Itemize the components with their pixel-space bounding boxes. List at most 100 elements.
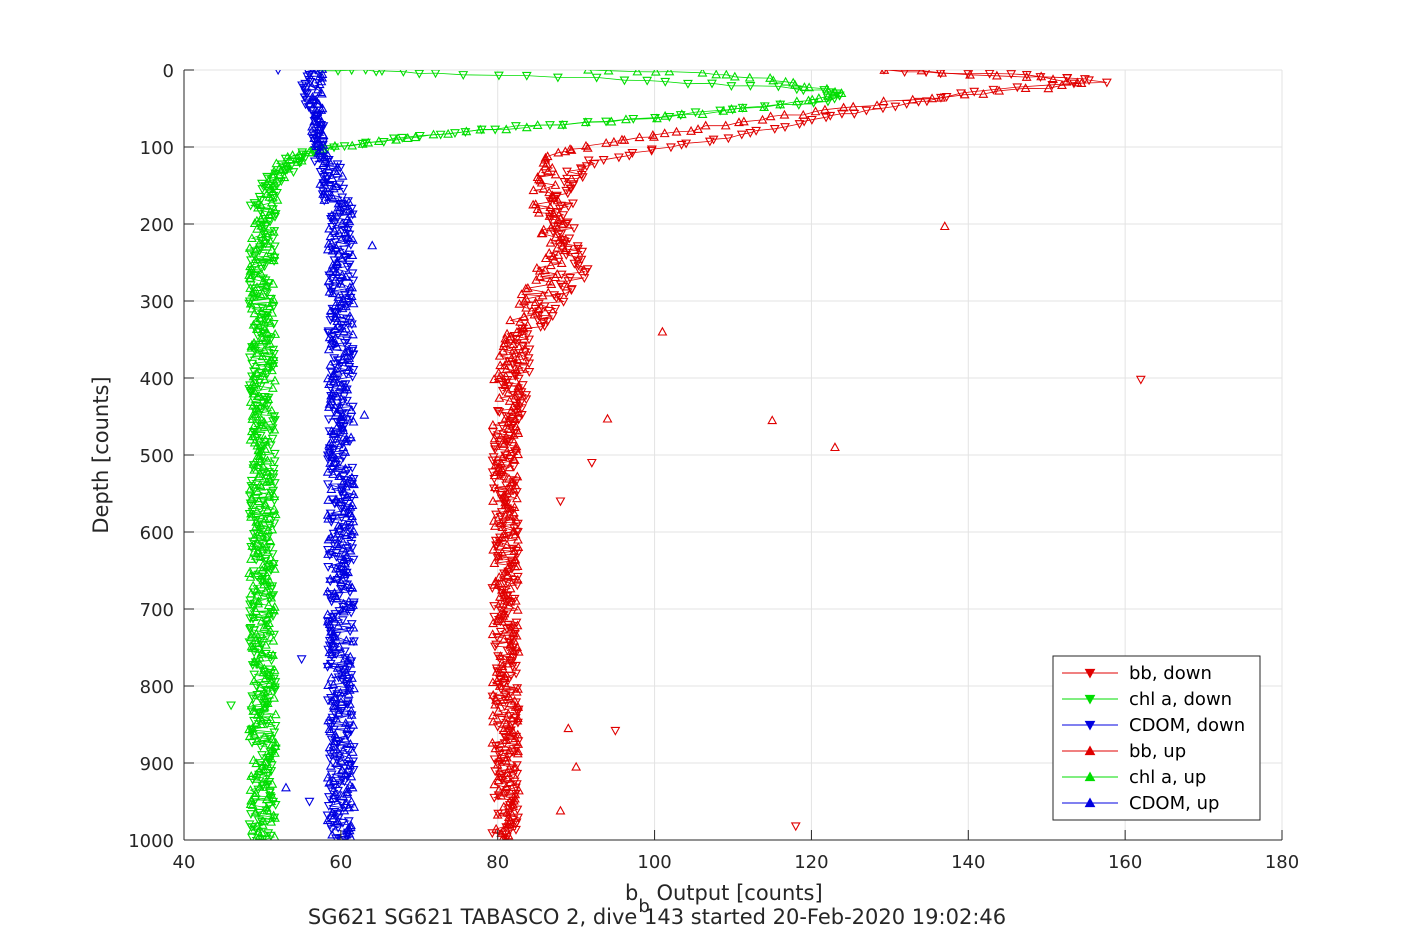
data-point	[254, 390, 264, 400]
data-point	[346, 796, 357, 806]
data-point	[333, 248, 344, 258]
data-point	[345, 240, 356, 250]
data-point	[621, 114, 631, 124]
data-point	[247, 507, 258, 517]
data-point	[268, 649, 278, 659]
data-point	[244, 731, 255, 741]
data-point	[489, 442, 500, 452]
data-point	[505, 653, 516, 663]
data-point	[348, 350, 359, 360]
data-point	[258, 329, 269, 339]
x-axis-label-rest: Output [counts]	[650, 881, 823, 905]
data-point	[488, 544, 499, 554]
data-point	[263, 394, 274, 403]
data-point	[335, 380, 346, 390]
data-point	[247, 413, 258, 423]
data-point	[878, 96, 889, 106]
data-point	[693, 124, 703, 134]
data-point	[555, 280, 566, 290]
data-point	[520, 283, 531, 293]
data-point	[329, 140, 340, 150]
data-point	[603, 70, 614, 75]
data-point	[347, 250, 358, 260]
data-point	[266, 197, 277, 207]
data-point	[256, 264, 267, 274]
data-point	[825, 111, 836, 121]
data-point	[323, 164, 334, 174]
data-point	[266, 816, 277, 826]
outlier-point	[555, 805, 566, 815]
data-point	[745, 82, 756, 91]
data-point	[339, 569, 350, 579]
data-point	[261, 289, 272, 299]
data-point	[819, 86, 830, 96]
data-point	[340, 519, 351, 529]
data-point	[613, 153, 624, 163]
data-point	[324, 223, 335, 233]
data-point	[248, 705, 259, 715]
data-point	[255, 196, 266, 205]
data-point	[266, 671, 277, 680]
data-point	[248, 694, 259, 704]
data-point	[329, 613, 340, 623]
legend-label: bb, down	[1129, 663, 1212, 684]
data-point	[512, 403, 523, 413]
data-point	[927, 93, 937, 103]
data-point	[256, 268, 266, 278]
data-point	[269, 479, 280, 489]
data-point	[344, 802, 354, 812]
data-point	[729, 71, 740, 81]
data-point	[258, 667, 269, 677]
data-point	[263, 525, 274, 535]
data-point	[250, 360, 261, 370]
data-point	[332, 362, 343, 372]
data-point	[267, 734, 278, 743]
x-tick-label: 140	[951, 852, 985, 873]
data-point	[324, 647, 335, 657]
data-point	[545, 237, 556, 247]
data-point	[256, 719, 266, 729]
data-point	[263, 829, 274, 839]
data-point	[659, 128, 670, 138]
data-point	[346, 432, 356, 442]
data-point	[343, 364, 354, 374]
data-point	[268, 473, 279, 483]
data-point	[487, 737, 498, 747]
data-point	[335, 411, 346, 421]
data-point	[251, 367, 262, 377]
data-point	[580, 117, 591, 127]
data-point	[495, 360, 506, 370]
data-point	[269, 204, 280, 214]
data-point	[489, 433, 500, 443]
data-point	[504, 745, 515, 755]
data-point	[780, 76, 791, 86]
data-point	[791, 96, 802, 106]
data-point	[583, 70, 593, 74]
data-point	[339, 436, 350, 446]
data-point	[315, 178, 326, 188]
data-point	[550, 169, 561, 179]
data-point	[890, 102, 901, 112]
data-point	[323, 545, 333, 555]
outlier-point	[767, 415, 778, 425]
data-point	[535, 323, 546, 332]
data-point	[266, 767, 277, 776]
data-point	[496, 790, 507, 800]
data-point	[341, 481, 351, 491]
data-point	[247, 628, 257, 638]
data-point	[260, 443, 270, 453]
data-point	[568, 199, 578, 209]
data-point	[500, 380, 511, 390]
data-point	[495, 668, 506, 678]
data-point	[326, 334, 337, 344]
data-point	[493, 578, 504, 588]
data-point	[326, 484, 337, 493]
data-point	[711, 70, 722, 79]
data-point	[522, 320, 533, 330]
outlier-point	[226, 701, 236, 711]
data-point	[528, 199, 539, 209]
data-point	[646, 146, 657, 156]
data-point	[507, 747, 518, 757]
data-point	[333, 786, 343, 796]
data-point	[317, 160, 328, 169]
